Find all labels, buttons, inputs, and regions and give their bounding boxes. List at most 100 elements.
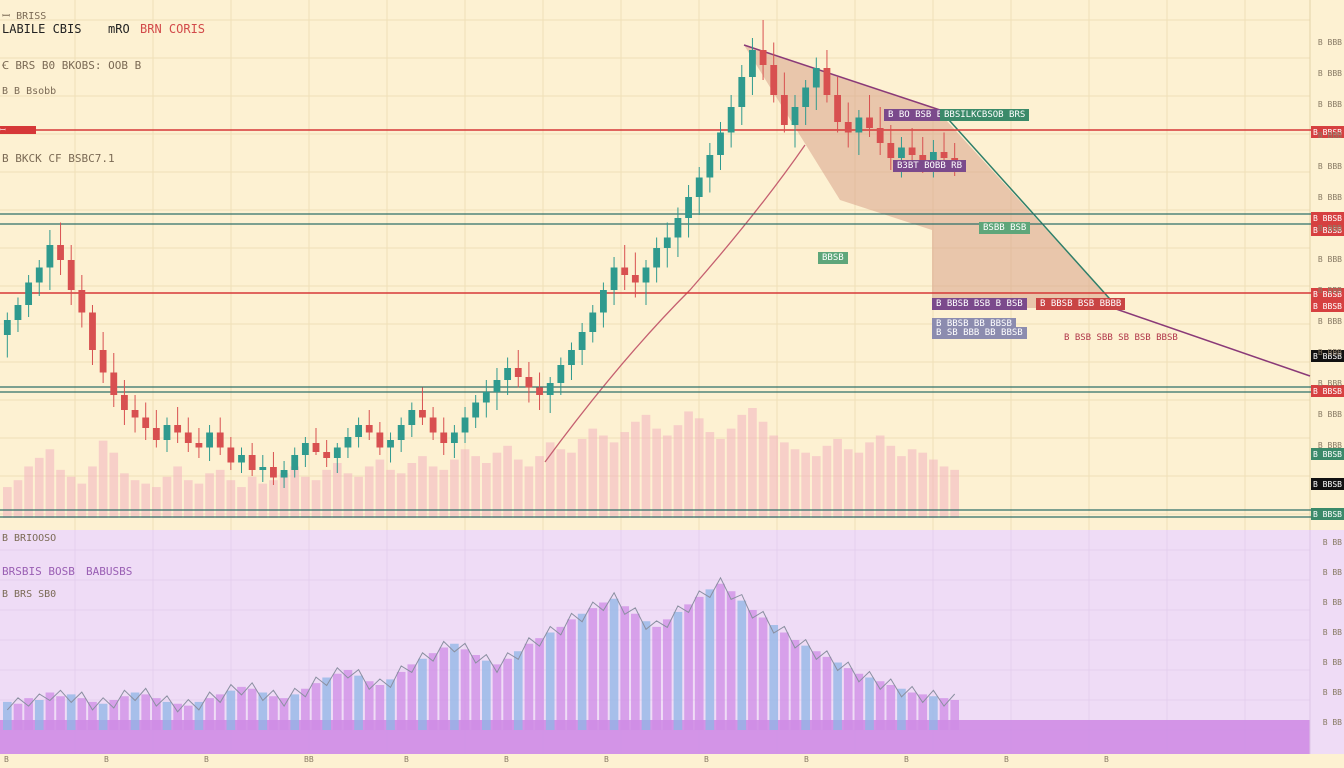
candle-body bbox=[663, 237, 671, 248]
price-axis-label: B BBB bbox=[1317, 441, 1342, 450]
oscillator-bar bbox=[45, 692, 55, 730]
annotation-label[interactable]: BSBB BSB bbox=[979, 222, 1031, 234]
oscillator-bar bbox=[13, 703, 23, 730]
candle-body bbox=[780, 95, 788, 125]
candle-body bbox=[546, 383, 554, 395]
time-axis-label: B bbox=[1104, 755, 1109, 764]
price-tag[interactable]: B BBSB bbox=[1311, 212, 1344, 224]
volume-bar bbox=[684, 411, 693, 518]
oscillator-bar bbox=[290, 694, 300, 730]
price-tag[interactable]: B BBSB bbox=[1311, 224, 1344, 236]
oscillator-bar bbox=[939, 698, 949, 730]
time-axis-label: B bbox=[1004, 755, 1009, 764]
oscillator-bar bbox=[173, 703, 182, 730]
price-tag[interactable]: B BBSB bbox=[1311, 478, 1344, 490]
oscillator-bar bbox=[460, 649, 470, 730]
volume-bar bbox=[769, 435, 779, 518]
price-tag[interactable]: B BBSB bbox=[1311, 300, 1344, 312]
volume-bar bbox=[194, 483, 204, 518]
candle-body bbox=[270, 467, 277, 478]
oscillator-pane[interactable] bbox=[0, 530, 1344, 754]
osc-legend-line-2a: BRSBIS BOSB bbox=[2, 565, 75, 578]
osc-axis-label: B BB bbox=[1322, 628, 1342, 637]
volume-bar bbox=[109, 452, 119, 518]
price-chart[interactable] bbox=[0, 0, 1344, 530]
price-axis-label: B BBB bbox=[1317, 255, 1342, 264]
legend-symbol[interactable]: LABILE CBIS bbox=[2, 22, 82, 36]
volume-bar bbox=[492, 452, 502, 518]
candle-body bbox=[642, 267, 650, 283]
candle-body bbox=[695, 177, 703, 197]
price-tag[interactable]: B BBSB bbox=[1311, 126, 1344, 138]
oscillator-bar bbox=[513, 651, 523, 730]
candle-body bbox=[440, 432, 448, 443]
annotation-label[interactable]: B SB BBB BB BBSB bbox=[932, 327, 1027, 339]
oscillator-bar bbox=[77, 698, 87, 730]
oscillator-bar bbox=[375, 685, 385, 730]
oscillator-bar bbox=[705, 589, 715, 730]
oscillator-bar bbox=[907, 692, 917, 730]
volume-bar bbox=[215, 469, 225, 518]
oscillator-line bbox=[6, 576, 956, 713]
candle-body bbox=[387, 440, 394, 448]
oscillator-bar bbox=[279, 698, 289, 730]
volume-bar bbox=[556, 449, 566, 518]
annotation-label[interactable]: B3BT BOBB RB bbox=[893, 160, 967, 172]
oscillator-bar bbox=[492, 664, 502, 730]
annotation-label[interactable]: B BBSB BSB BBBB bbox=[1036, 298, 1126, 310]
volume-bar bbox=[748, 408, 757, 518]
candle-body bbox=[46, 245, 54, 268]
price-tag[interactable]: B BBSB bbox=[1311, 288, 1344, 300]
annotation-label[interactable]: BBSILKCBSOB BRS bbox=[940, 109, 1030, 121]
candle-body bbox=[57, 245, 64, 260]
oscillator-bar bbox=[56, 696, 65, 730]
volume-bar bbox=[631, 421, 640, 518]
annotation-label[interactable]: B BBSB BSB B BSB bbox=[932, 298, 1027, 310]
annotation-label[interactable]: BBSB bbox=[818, 252, 848, 264]
oscillator-bar bbox=[609, 598, 619, 730]
oscillator-bar bbox=[34, 700, 44, 730]
price-tag[interactable]: B BBSB bbox=[1311, 508, 1344, 520]
candle-body bbox=[578, 332, 586, 350]
oscillator-bar bbox=[194, 701, 204, 730]
candle-body bbox=[823, 68, 831, 95]
volume-bar bbox=[418, 456, 427, 518]
candle-body bbox=[759, 50, 767, 65]
candle-body bbox=[355, 425, 362, 437]
candle-body bbox=[397, 425, 405, 440]
oscillator-bar bbox=[652, 626, 661, 730]
oscillator-bar bbox=[599, 602, 608, 730]
oscillator-bar bbox=[780, 632, 789, 730]
candle-body bbox=[812, 68, 820, 88]
volume-bar bbox=[609, 442, 619, 518]
price-tag[interactable]: B BBSB bbox=[1311, 448, 1344, 460]
osc-axis-label: B BB bbox=[1322, 598, 1342, 607]
annotation-label[interactable]: B BSB SBB SB BSB BBSB bbox=[1064, 333, 1178, 343]
legend-interval[interactable]: mRO bbox=[108, 22, 130, 36]
osc-legend-line-2b: BABUSBS bbox=[86, 565, 133, 578]
candle-body bbox=[738, 77, 746, 107]
candle-body bbox=[376, 432, 384, 448]
volume-bar bbox=[950, 469, 959, 518]
oscillator-chart[interactable] bbox=[0, 530, 1344, 754]
volume-bar bbox=[875, 435, 885, 518]
oscillator-bar bbox=[737, 600, 747, 730]
price-pane[interactable] bbox=[0, 0, 1344, 530]
price-tag[interactable]: B BBSB bbox=[1311, 385, 1344, 397]
oscillator-bar bbox=[205, 698, 214, 730]
osc-axis-label: B BB bbox=[1322, 568, 1342, 577]
volume-bar bbox=[173, 466, 182, 518]
oscillator-bar bbox=[152, 698, 161, 730]
volume-bar bbox=[247, 476, 257, 518]
candle-body bbox=[142, 417, 150, 428]
price-axis-label: B BBB bbox=[1317, 69, 1342, 78]
oscillator-bar bbox=[183, 705, 193, 730]
candle-body bbox=[770, 65, 778, 95]
price-tag[interactable]: B BBSB bbox=[1311, 350, 1344, 362]
oscillator-bar bbox=[886, 685, 896, 730]
oscillator-bar bbox=[162, 701, 172, 730]
volume-bar bbox=[929, 459, 938, 518]
candle-body bbox=[514, 368, 522, 377]
candle-body bbox=[940, 152, 948, 158]
volume-bar bbox=[833, 438, 842, 518]
